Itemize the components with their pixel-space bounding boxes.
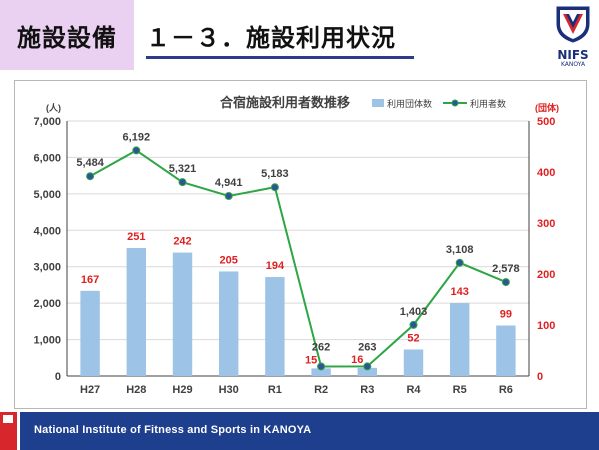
left-tick-label: 2,000 — [33, 298, 61, 310]
line-value-label: 262 — [312, 341, 330, 353]
footer-bar: National Institute of Fitness and Sports… — [0, 412, 599, 450]
x-tick-label: H28 — [126, 384, 146, 396]
line-value-label: 2,578 — [492, 263, 520, 275]
x-tick-label: R5 — [453, 384, 467, 396]
bar-value-label: 15 — [305, 354, 317, 366]
bar — [172, 252, 193, 376]
title-underline — [146, 56, 414, 59]
left-axis-unit: (人) — [46, 102, 61, 113]
line-value-label: 5,321 — [169, 163, 197, 175]
bar — [80, 290, 100, 376]
line-point — [178, 178, 187, 187]
facility-usage-chart: 0 1,000 2,000 3,000 4,000 5,000 6,000 7,000 0 100… — [33, 95, 559, 396]
right-tick-label: 100 — [537, 320, 555, 332]
bar — [218, 271, 239, 376]
x-tick-label: H27 — [80, 384, 100, 396]
logo-name: NIFS — [557, 48, 589, 62]
bar — [357, 367, 378, 376]
right-tick-label: 300 — [537, 218, 555, 230]
bar — [265, 277, 285, 376]
right-tick-label: 200 — [537, 269, 555, 281]
nifs-logo: NIFS KANOYA — [548, 4, 598, 70]
line-point — [455, 258, 464, 267]
left-tick-label: 0 — [55, 371, 61, 383]
line-value-label: 4,941 — [215, 177, 243, 189]
footer-blue-band — [20, 412, 599, 450]
logo-subname: KANOYA — [560, 61, 586, 68]
x-tick-label: H29 — [172, 384, 192, 396]
nifs-emblem-icon — [556, 6, 590, 43]
right-tick-label: 400 — [537, 167, 555, 179]
line-value-label: 1,403 — [400, 306, 428, 318]
left-tick-label: 6,000 — [33, 152, 61, 164]
line-value-label: 263 — [358, 341, 376, 353]
line-point — [317, 362, 326, 371]
bar — [126, 247, 147, 376]
bar-value-label: 205 — [220, 254, 238, 266]
legend-line-label: 利用者数 — [470, 98, 506, 109]
section-label-box: 施設設備 — [0, 0, 134, 70]
slide-title: １－３．施設利用状況 — [146, 24, 396, 52]
line-value-label: 5,183 — [261, 168, 289, 180]
chart-frame: 0 1,000 2,000 3,000 4,000 5,000 6,000 7,000 0 100… — [14, 80, 587, 409]
line-point — [363, 362, 372, 371]
x-tick-label: R6 — [499, 384, 513, 396]
line-point — [86, 172, 95, 181]
bar-value-label: 52 — [407, 332, 419, 344]
bar-value-label: 16 — [351, 354, 363, 366]
bar-value-label: 143 — [451, 286, 469, 298]
footer-white-mark — [3, 415, 13, 423]
line-point — [501, 278, 510, 287]
legend-line-marker — [451, 99, 459, 107]
bar — [449, 303, 470, 376]
line-value-label: 6,192 — [123, 131, 151, 143]
bar-value-label: 242 — [173, 236, 191, 248]
line-value-label: 5,484 — [76, 157, 104, 169]
right-axis-unit: (団体) — [535, 102, 559, 113]
left-tick-label: 1,000 — [33, 335, 61, 347]
line-point — [409, 320, 418, 329]
bar — [403, 349, 424, 376]
x-tick-label: R4 — [406, 384, 421, 396]
bar — [311, 368, 331, 376]
left-tick-label: 5,000 — [33, 189, 61, 201]
series-line — [89, 149, 507, 368]
line-point — [132, 146, 141, 155]
bar-value-label: 194 — [266, 260, 285, 272]
left-tick-label: 3,000 — [33, 262, 61, 274]
x-tick-label: R1 — [268, 384, 282, 396]
bar-value-label: 167 — [81, 274, 99, 286]
right-tick-label: 500 — [537, 116, 555, 128]
x-tick-label: H30 — [219, 384, 239, 396]
bar-value-label: 99 — [500, 309, 512, 321]
line-point — [270, 183, 279, 192]
legend-bar-swatch — [372, 99, 384, 107]
left-tick-label: 4,000 — [33, 225, 61, 237]
x-tick-label: R2 — [314, 384, 328, 396]
x-tick-label: R3 — [360, 384, 374, 396]
section-label: 施設設備 — [17, 23, 117, 52]
bar — [496, 325, 516, 376]
chart-title: 合宿施設利用者数推移 — [220, 95, 350, 110]
legend-bar-label: 利用団体数 — [387, 98, 432, 109]
bar-value-label: 251 — [127, 231, 145, 243]
right-tick-label: 0 — [537, 371, 543, 383]
footer-text: National Institute of Fitness and Sports… — [34, 424, 312, 436]
left-tick-label: 7,000 — [33, 116, 61, 128]
line-point — [224, 192, 233, 201]
line-value-label: 3,108 — [446, 244, 474, 256]
